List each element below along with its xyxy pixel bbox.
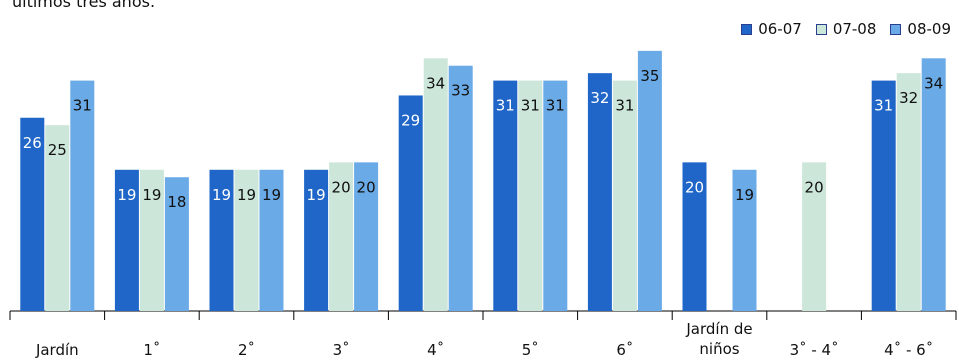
legend-label-08-09: 08-09 [907, 20, 951, 38]
bar-06-07-2 [209, 169, 234, 311]
bar-08-09-3 [354, 162, 379, 311]
data-label-08-09-0: 31 [73, 97, 92, 115]
legend-swatch-07-08 [815, 23, 827, 35]
bar-07-08-0 [45, 125, 70, 312]
x-tick-label-4: 4˚ [427, 341, 444, 359]
data-label-07-08-9: 32 [899, 89, 918, 107]
legend-item-06-07: 06-07 [741, 20, 802, 38]
bar-08-09-2 [259, 169, 284, 311]
data-label-07-08-5: 31 [521, 97, 540, 115]
data-label-07-08-3: 20 [332, 178, 351, 196]
legend-item-07-08: 07-08 [815, 20, 877, 38]
data-label-08-09-4: 33 [451, 82, 470, 100]
bar-08-09-5 [543, 80, 568, 311]
data-label-08-09-5: 31 [546, 97, 565, 115]
page-text-fragment: últimos tres años. [12, 0, 156, 11]
data-label-08-09-2: 19 [262, 186, 281, 204]
bar-07-08-2 [234, 169, 259, 311]
data-label-06-07-5: 31 [496, 97, 515, 115]
bar-07-08-9 [896, 73, 921, 311]
x-tick-label-7-line0: Jardín de [685, 320, 752, 338]
x-tick-label-5: 5˚ [522, 341, 539, 359]
bar-06-07-9 [871, 80, 896, 311]
legend-swatch-06-07 [741, 23, 753, 35]
bar-06-07-7 [682, 162, 707, 311]
x-tick-label-9: 4˚ - 6˚ [884, 341, 933, 359]
bar-06-07-4 [398, 95, 423, 311]
bar-07-08-1 [139, 169, 164, 311]
legend-label-07-08: 07-08 [832, 20, 877, 38]
bar-07-08-3 [329, 162, 354, 311]
bar-06-07-3 [304, 169, 329, 311]
data-label-06-07-3: 19 [307, 186, 326, 204]
x-tick-label-7-line1: niños [699, 340, 739, 358]
bar-07-08-8 [802, 162, 827, 311]
x-tick-label-1: 1˚ [143, 341, 160, 359]
data-label-07-08-1: 19 [142, 186, 161, 204]
x-tick-label-0: Jardín [35, 341, 79, 359]
bar-08-09-0 [70, 80, 95, 311]
x-tick-label-2: 2˚ [238, 341, 255, 359]
data-label-07-08-6: 31 [615, 97, 634, 115]
bar-08-09-4 [448, 65, 473, 311]
data-label-06-07-6: 32 [590, 89, 609, 107]
bar-07-08-6 [612, 80, 637, 311]
data-label-08-09-9: 34 [924, 74, 943, 92]
data-label-06-07-0: 26 [23, 134, 42, 152]
bar-06-07-0 [20, 117, 45, 311]
bar-08-09-7 [732, 169, 757, 311]
bar-06-07-1 [114, 169, 139, 311]
data-label-07-08-8: 20 [805, 178, 824, 196]
data-label-06-07-4: 29 [401, 111, 420, 129]
data-label-08-09-6: 35 [640, 67, 659, 85]
chart-legend: 06-07 07-08 08-09 [741, 20, 951, 38]
legend-swatch-08-09 [890, 23, 902, 35]
data-label-06-07-1: 19 [117, 186, 136, 204]
x-tick-label-3: 3˚ [333, 341, 350, 359]
bar-06-07-5 [493, 80, 518, 311]
data-label-08-09-1: 18 [167, 193, 186, 211]
data-label-08-09-3: 20 [357, 178, 376, 196]
bar-08-09-6 [637, 50, 662, 311]
data-label-06-07-7: 20 [685, 178, 704, 196]
legend-label-06-07: 06-07 [758, 20, 802, 38]
data-label-07-08-4: 34 [426, 74, 445, 92]
bar-08-09-1 [164, 177, 189, 311]
bar-06-07-6 [587, 73, 612, 311]
data-label-06-07-2: 19 [212, 186, 231, 204]
x-tick-label-8: 3˚ - 4˚ [790, 341, 839, 359]
data-label-06-07-9: 31 [874, 97, 893, 115]
data-label-07-08-0: 25 [48, 141, 67, 159]
data-label-08-09-7: 19 [735, 186, 754, 204]
legend-item-08-09: 08-09 [890, 20, 951, 38]
bar-07-08-5 [518, 80, 543, 311]
data-label-07-08-2: 19 [237, 186, 256, 204]
bar-08-09-9 [921, 58, 946, 311]
bar-07-08-4 [423, 58, 448, 311]
x-tick-label-6: 6˚ [616, 341, 633, 359]
